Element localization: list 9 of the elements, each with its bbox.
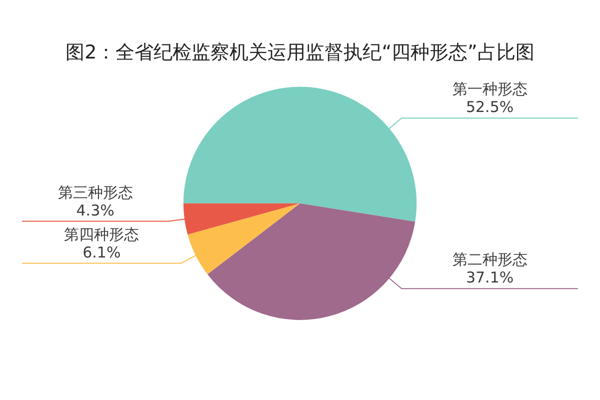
chart-title: 图2：全省纪检监察机关运用监督执纪“四种形态”占比图	[66, 41, 534, 64]
data-label: 52.5%	[466, 98, 514, 116]
slice-label: 第一种形态	[452, 80, 528, 98]
slice-label: 第三种形态	[58, 183, 133, 202]
data-label: 4.3%	[76, 201, 114, 220]
data-label: 6.1%	[82, 243, 121, 262]
slice-label: 第四种形态	[64, 225, 140, 244]
slice-label: 第二种形态	[452, 250, 528, 269]
data-label: 37.1%	[466, 268, 514, 287]
